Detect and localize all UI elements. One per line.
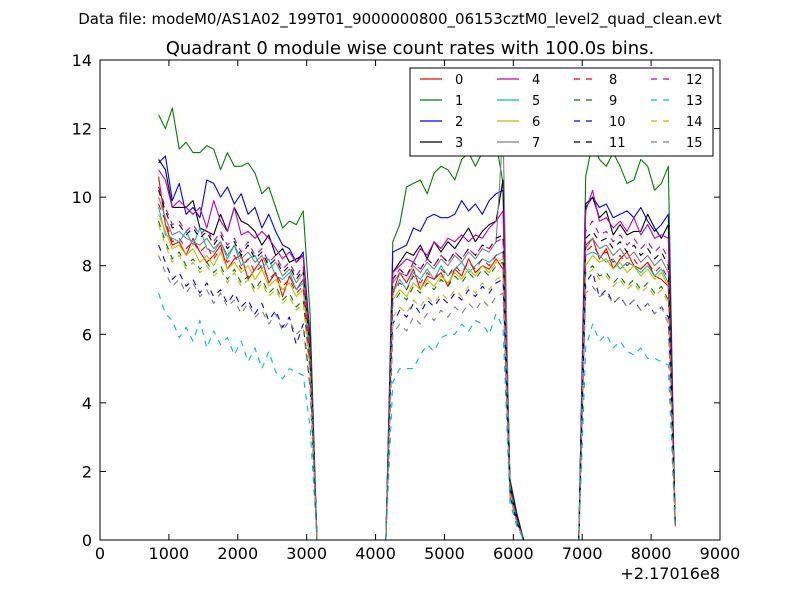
- legend-label-0: 0: [455, 73, 463, 88]
- series-line-0: [158, 176, 676, 541]
- legend-label-10: 10: [609, 115, 626, 130]
- x-tick-label: 9000: [700, 544, 741, 563]
- series-line-1: [158, 107, 676, 541]
- series-line-7: [158, 128, 676, 541]
- series-line-13: [158, 292, 676, 541]
- x-tick-label: 2000: [217, 544, 258, 563]
- x-tick-label: 7000: [562, 544, 603, 563]
- x-tick-label: 0: [95, 544, 105, 563]
- legend-label-2: 2: [455, 115, 463, 130]
- legend-label-4: 4: [532, 73, 540, 88]
- series-line-5: [158, 207, 676, 541]
- x-tick-label: 4000: [355, 544, 396, 563]
- x-tick-label: 6000: [493, 544, 534, 563]
- y-tick-label: 0: [82, 531, 92, 550]
- chart-title: Quadrant 0 module wise count rates with …: [166, 38, 655, 59]
- y-tick-label: 10: [72, 188, 92, 207]
- y-tick-label: 8: [82, 257, 92, 276]
- series-line-8: [158, 203, 676, 541]
- legend-label-5: 5: [532, 94, 540, 109]
- y-tick-label: 4: [82, 394, 92, 413]
- legend-box: [409, 67, 714, 157]
- series-line-11: [158, 190, 676, 541]
- x-tick-label: 8000: [631, 544, 672, 563]
- legend-label-11: 11: [609, 136, 626, 151]
- y-tick-label: 6: [82, 325, 92, 344]
- legend-label-15: 15: [686, 136, 703, 151]
- legend-label-12: 12: [686, 73, 703, 88]
- series-line-10: [158, 244, 676, 541]
- y-tick-label: 2: [82, 462, 92, 481]
- series-line-4: [158, 169, 676, 541]
- series-line-15: [158, 255, 676, 541]
- legend-label-6: 6: [532, 115, 540, 130]
- legend-label-7: 7: [532, 136, 540, 151]
- x-tick-label: 5000: [424, 544, 465, 563]
- x-offset-label: +2.17016e8: [620, 564, 720, 583]
- x-tick-label: 1000: [149, 544, 190, 563]
- legend-label-9: 9: [609, 94, 617, 109]
- series-line-6: [158, 214, 676, 541]
- y-tick-label: 12: [72, 120, 92, 139]
- legend-label-14: 14: [686, 115, 703, 130]
- legend-label-3: 3: [455, 136, 463, 151]
- legend-label-1: 1: [455, 94, 463, 109]
- legend-label-8: 8: [609, 73, 617, 88]
- x-tick-label: 3000: [286, 544, 327, 563]
- figure-suptitle: Data file: modeM0/AS1A02_199T01_90000008…: [78, 10, 722, 29]
- legend-label-13: 13: [686, 94, 703, 109]
- axes-frame: [99, 59, 721, 541]
- y-tick-label: 14: [72, 51, 92, 70]
